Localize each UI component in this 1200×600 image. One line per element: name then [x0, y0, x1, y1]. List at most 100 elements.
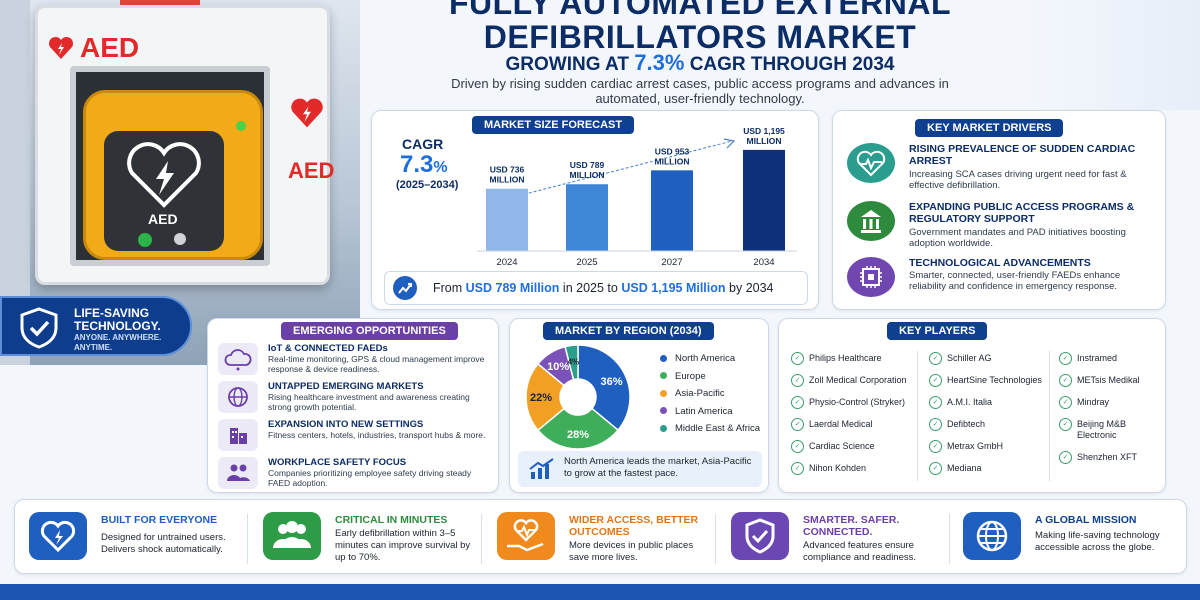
market-size-card: USD 736 MILLION 2024 USD 789 MILLION 2025 USD …	[371, 110, 819, 310]
region-card: 36% 28% 22% 10% 4% MARKET BY REGION (2034) N…	[509, 318, 769, 493]
bar-value-unit: MILLION	[747, 136, 782, 146]
shield-check-icon	[731, 512, 789, 560]
bar-value-label: USD 736	[490, 165, 525, 175]
bar-value-label: USD 1,195	[743, 126, 785, 136]
chip-icon	[847, 257, 895, 297]
cagr-label: CAGR	[402, 136, 444, 152]
driver-desc: Smarter, connected, user-friendly FAEDs …	[909, 270, 1121, 292]
cagr-percent: %	[433, 159, 448, 176]
aed-device: AED	[83, 90, 263, 260]
hero-photo: AED AED AED LIFE-SAVING TECHNOLOGY. ANYO…	[0, 0, 360, 365]
status-led	[236, 121, 246, 131]
buildings-icon	[218, 419, 258, 451]
summary-suffix: by 2034	[729, 281, 774, 295]
key-drivers-tag: KEY MARKET DRIVERS	[915, 119, 1064, 137]
institution-icon	[847, 201, 895, 241]
feature-item: WIDER ACCESS, BETTER OUTCOMES More devic…	[491, 508, 715, 568]
player-item: METsis Medikal	[1059, 374, 1149, 387]
feature-item: A GLOBAL MISSION Making life-saving tech…	[957, 508, 1181, 568]
subtitle-prefix: GROWING AT	[505, 54, 629, 75]
feature-desc: Making life-saving technology accessible…	[1035, 530, 1160, 553]
power-button	[138, 233, 152, 247]
summary-text: From USD 789 Million in 2025 to USD 1,19…	[433, 281, 774, 295]
player-item: Mindray	[1059, 396, 1149, 409]
summary-start-value: USD 789 Million	[465, 281, 560, 295]
feature-item: BUILT FOR EVERYONE Designed for untraine…	[23, 508, 247, 568]
cagr-number: 7.3	[400, 151, 434, 178]
region-note: North America leads the market, Asia-Pac…	[518, 451, 762, 487]
summary-middle: in 2025 to	[562, 281, 618, 295]
driver-desc: Increasing SCA cases driving urgent need…	[909, 169, 1127, 191]
player-item: Beijing M&B Electronic	[1059, 418, 1149, 441]
side-aed-label: AED	[288, 158, 335, 183]
life-saving-badge: LIFE-SAVING TECHNOLOGY. ANYONE. ANYWHERE…	[0, 296, 192, 356]
region-note-text: North America leads the market, Asia-Pac…	[564, 456, 752, 479]
slice-label: 4%	[568, 357, 580, 366]
key-drivers-card: KEY MARKET DRIVERS RISING PREVALENCE OF …	[832, 110, 1166, 310]
summary-prefix: From	[433, 281, 463, 295]
shock-button	[174, 233, 186, 245]
opportunity-title: UNTAPPED EMERGING MARKETS	[268, 381, 424, 392]
opportunity-desc: Fitness centers, hotels, industries, tra…	[268, 430, 486, 440]
legend-label: Asia-Pacific	[675, 388, 725, 399]
aed-cabinet: AED AED AED	[35, 5, 334, 285]
header-fade	[1030, 0, 1200, 110]
heart-bolt-icon	[127, 142, 201, 208]
legend-swatch	[660, 372, 667, 380]
emerging-opportunities-card: EMERGING OPPORTUNITIES IoT & CONNECTED F…	[207, 318, 499, 493]
opportunity-desc: Companies prioritizing employee safety d…	[268, 468, 472, 488]
feature-item: CRITICAL IN MINUTES Early defibrillation…	[257, 508, 481, 568]
heart-bolt-icon	[291, 98, 323, 128]
feature-title: A GLOBAL MISSION	[1035, 514, 1137, 526]
slice-label: 10%	[547, 361, 569, 373]
cagr-value: 7.3%	[400, 151, 448, 179]
bar-value-unit: MILLION	[490, 175, 525, 185]
bar-value-unit: MILLION	[655, 156, 690, 166]
player-item: Schiller AG	[929, 352, 1042, 365]
bar-value-unit: MILLION	[570, 170, 605, 180]
bottom-bar	[0, 584, 1200, 600]
badge-tagline: ANYONE. ANYWHERE. ANYTIME.	[74, 333, 162, 352]
legend-swatch	[660, 407, 667, 415]
key-players-card: KEY PLAYERS Philips Healthcare Zoll Medic…	[778, 318, 1166, 493]
title-line-2: DEFIBRILLATORS MARKET	[483, 19, 917, 55]
feature-divider	[715, 514, 716, 564]
player-item: Laerdal Medical	[791, 418, 907, 431]
slice-north-america	[577, 344, 631, 432]
legend-item: Middle East & Africa	[660, 423, 760, 434]
player-item: Instramed	[1059, 352, 1149, 365]
heart-hand-icon	[29, 512, 87, 560]
player-item: Defibtech	[929, 418, 1042, 431]
legend-label: Latin America	[675, 405, 733, 417]
bar-2027	[651, 170, 693, 251]
bar-value-label: USD 953	[655, 146, 690, 156]
opportunity-title: IoT & CONNECTED FAEDs	[268, 343, 388, 354]
alarm-light	[120, 0, 200, 8]
opportunity-desc: Rising healthcare investment and awarene…	[268, 392, 470, 412]
slice-middle-east-africa	[564, 344, 579, 381]
legend-item: Latin America	[660, 406, 733, 417]
feature-strip: BUILT FOR EVERYONE Designed for untraine…	[14, 499, 1187, 574]
feature-divider	[949, 514, 950, 564]
cloud-icon	[218, 343, 258, 375]
heart-care-icon	[497, 512, 555, 560]
legend-label: Middle East & Africa	[675, 423, 761, 434]
subtitle-suffix: CAGR THROUGH 2034	[689, 54, 895, 75]
legend-swatch	[660, 424, 667, 432]
player-item: Metrax GmbH	[929, 440, 1042, 453]
players-column-1: Philips Healthcare Zoll Medical Corporati…	[791, 349, 907, 475]
slice-label: 28%	[567, 429, 589, 441]
feature-title: SMARTER. SAFER. CONNECTED.	[803, 514, 900, 538]
legend-swatch	[660, 389, 667, 397]
column-divider	[917, 351, 918, 481]
feature-desc: More devices in public places save more …	[569, 540, 694, 563]
x-tick-label: 2025	[576, 257, 597, 268]
bar-2025	[566, 184, 608, 251]
legend-swatch	[660, 354, 667, 362]
opportunity-title: EXPANSION INTO NEW SETTINGS	[268, 419, 424, 430]
page-subtitle: GROWING AT 7.3% CAGR THROUGH 2034	[370, 50, 1030, 76]
device-aed-label: AED	[148, 211, 178, 227]
feature-divider	[481, 514, 482, 564]
player-item: Philips Healthcare	[791, 352, 907, 365]
